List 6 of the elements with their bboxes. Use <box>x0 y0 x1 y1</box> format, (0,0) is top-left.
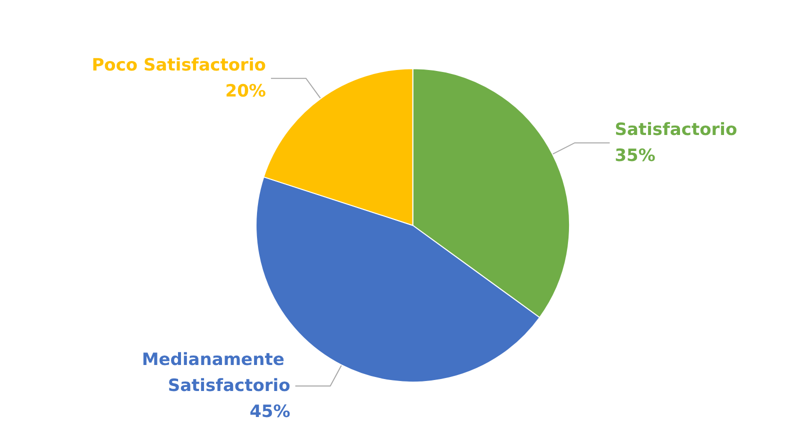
slice-label: Satisfactorio <box>614 120 738 140</box>
slice-label: Medianamente Satisfactorio <box>142 350 290 396</box>
data-label: 45% <box>250 402 290 422</box>
data-label: 35% <box>614 146 656 166</box>
slice-label: Poco Satisfactorio <box>92 55 266 76</box>
data-label: 20% <box>225 81 266 102</box>
